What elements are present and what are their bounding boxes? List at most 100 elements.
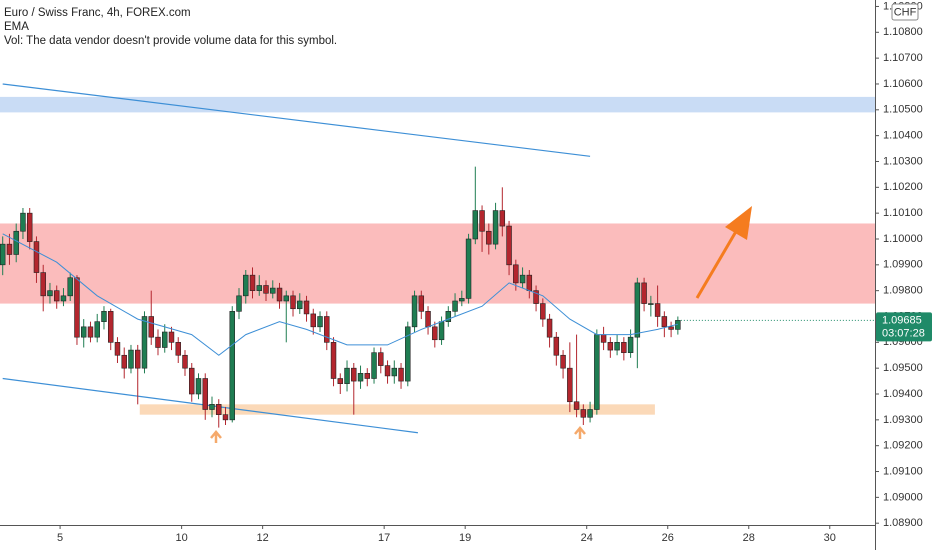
zone [139, 404, 655, 415]
candle-body [182, 354, 188, 369]
y-tick-label: 1.10200 [883, 181, 923, 193]
candle-body [310, 313, 317, 328]
candle-body [94, 321, 100, 338]
x-tick-label: 5 [57, 532, 63, 544]
candle-body [432, 326, 438, 341]
ema-line [2, 233, 679, 356]
x-tick-label: 24 [581, 532, 593, 544]
candle-body [135, 349, 141, 369]
candle-body [297, 300, 303, 310]
currency-box[interactable] [891, 3, 919, 21]
volume-note: Vol: The data vendor doesn't provide vol… [4, 35, 337, 47]
candle-body [324, 316, 330, 343]
candle-body [573, 401, 580, 410]
candle-body [337, 378, 344, 384]
y-tick-label: 1.09100 [883, 465, 923, 477]
candle-body [668, 326, 674, 330]
candle-body [648, 303, 654, 305]
y-tick-label: 1.09400 [883, 388, 923, 400]
candle-body [587, 409, 593, 418]
y-tick-label: 1.09500 [883, 362, 923, 374]
candle-body [222, 414, 229, 421]
candle-body [330, 342, 337, 379]
candle-body [155, 336, 161, 348]
last-price-label: 1.09685 [882, 314, 922, 326]
candle-body [378, 352, 384, 366]
candle-body [162, 331, 168, 348]
candle-body [472, 210, 479, 240]
candle-body [189, 367, 195, 395]
candle-body [540, 303, 546, 320]
candle-body [290, 295, 296, 310]
candle-body [148, 316, 154, 338]
candle-body [661, 316, 668, 328]
chart-title: Euro / Swiss Franc, 4h, FOREX.com [4, 7, 191, 19]
candle-body [492, 210, 499, 245]
y-tick-label: 1.10600 [883, 78, 923, 90]
candle-body [0, 243, 6, 266]
y-tick-label: 1.09200 [883, 440, 923, 452]
candle-body [621, 342, 627, 353]
candle-body [384, 365, 391, 377]
candle-body [546, 318, 553, 338]
y-tick-label: 1.10800 [883, 26, 923, 38]
y-tick-label: 1.09800 [883, 285, 923, 297]
candle-body [391, 367, 398, 377]
candle-body [479, 210, 485, 232]
candle-body [216, 404, 222, 415]
y-tick-label: 1.09900 [883, 259, 923, 271]
x-tick-label: 12 [257, 532, 269, 544]
candle-body [594, 334, 600, 410]
candle-body [303, 300, 310, 315]
candle-body [600, 334, 607, 343]
candle-body [614, 342, 620, 351]
candle-body [411, 295, 418, 328]
y-tick-label: 1.10500 [883, 104, 923, 116]
y-tick-label: 1.10000 [883, 233, 923, 245]
x-tick-label: 19 [459, 532, 471, 544]
candle-body [438, 321, 445, 341]
candle-body [371, 352, 377, 379]
candle-body [405, 326, 411, 382]
candle-body [654, 303, 661, 317]
candle-body [627, 336, 634, 353]
candle-body [506, 225, 512, 266]
y-tick-label: 1.08900 [883, 517, 923, 529]
forecast-arrow [695, 206, 752, 299]
candle-body [634, 282, 641, 338]
candle-body [553, 336, 560, 356]
candle-body [351, 367, 357, 382]
candle-body [80, 326, 87, 338]
candle-body [418, 295, 425, 312]
indicator-label: EMA [4, 21, 29, 33]
candle-body [114, 342, 121, 356]
plot-area [0, 83, 875, 434]
candle-body [168, 331, 175, 343]
trendline [2, 83, 591, 157]
candle-body [263, 285, 269, 294]
candle-body [236, 295, 242, 312]
candle-body [526, 274, 533, 291]
marker-arrow [210, 426, 586, 443]
x-tick-label: 10 [175, 532, 187, 544]
x-tick-label: 28 [743, 532, 755, 544]
candle-body [47, 290, 53, 297]
candle-body [243, 274, 249, 297]
currency-label[interactable]: CHF [894, 6, 917, 18]
candle-body [317, 316, 323, 328]
candle-body [607, 342, 614, 351]
candle-body [425, 311, 431, 328]
axes: 1.08900 1.09000 1.09100 1.09200 1.09300 1.094… [57, 0, 932, 544]
candle-body [364, 373, 371, 379]
candle-body [20, 212, 26, 232]
zone [0, 223, 875, 304]
candle-body [398, 367, 404, 382]
last-price-box [876, 312, 932, 342]
candle-body [283, 295, 289, 302]
candle-body [641, 282, 647, 304]
candle-body [486, 230, 492, 245]
candle-body [121, 354, 127, 369]
x-tick-label: 26 [662, 532, 674, 544]
candle-body [128, 349, 134, 369]
y-tick-label: 1.10100 [883, 207, 923, 219]
